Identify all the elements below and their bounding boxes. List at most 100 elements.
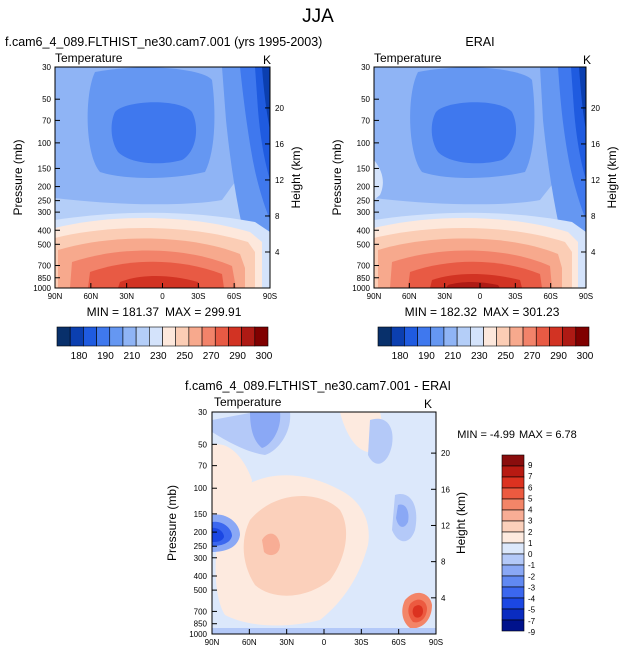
colorbar-swatch <box>501 476 525 489</box>
pressure-tick-label: 30 <box>361 63 370 72</box>
colorbar-swatch <box>188 326 203 347</box>
latitude-tick-label: 60N <box>402 292 417 301</box>
pressure-tick-label: 200 <box>357 183 371 192</box>
pressure-tick-label: 50 <box>361 95 370 104</box>
pressure-tick-label: 250 <box>194 542 208 551</box>
panel-difference: f.cam6_4_089.FLTHIST_ne30.cam7.001 - ERA… <box>165 379 577 647</box>
colorbar-swatch <box>443 326 458 347</box>
colorbar-label: 5 <box>528 494 533 503</box>
panel-model-variable: Temperature <box>55 51 123 65</box>
pressure-tick-label: 30 <box>42 63 51 72</box>
colorbar-swatch <box>501 520 525 533</box>
contour-band-200 <box>111 102 197 164</box>
colorbar-label: 250 <box>176 351 193 362</box>
colorbar-swatch <box>501 509 525 522</box>
panel-obs-contours <box>374 67 586 288</box>
pressure-tick-label: 200 <box>194 528 208 537</box>
colorbar-label: -1 <box>528 561 536 570</box>
pressure-tick-label: 150 <box>194 510 208 519</box>
panel-model-title: f.cam6_4_089.FLTHIST_ne30.cam7.001 (yrs … <box>5 35 322 49</box>
panel-obs-max: MAX = 301.23 <box>483 305 560 319</box>
height-tick-label: 16 <box>441 485 450 494</box>
panel-obs-variable: Temperature <box>374 51 442 65</box>
panel-difference-colorbar: 9 7 6 5 4 3 2 1 0 -1 -2 -3 -4 -5 -7 -9 <box>501 454 536 637</box>
panel-difference-units: K <box>424 397 432 411</box>
colorbar-swatch <box>390 326 405 347</box>
pressure-tick-label: 70 <box>198 462 207 471</box>
latitude-tick-label: 0 <box>160 292 165 301</box>
latitude-tick-label: 90S <box>579 292 593 301</box>
pressure-tick-label: 300 <box>194 554 208 563</box>
diff-band-neg2-upper-right <box>368 418 393 464</box>
panel-difference-variable: Temperature <box>214 395 282 409</box>
height-tick-label: 8 <box>441 558 446 567</box>
height-tick-label: 4 <box>275 248 280 257</box>
colorbar-swatch <box>83 326 97 347</box>
pressure-tick-label: 200 <box>38 183 52 192</box>
colorbar-swatch <box>562 326 577 347</box>
latitude-tick-label: 90N <box>48 292 63 301</box>
pressure-tick-label: 850 <box>38 274 52 283</box>
height-tick-label: 8 <box>591 212 596 221</box>
diff-band-2 <box>262 533 280 556</box>
height-tick-label: 12 <box>275 176 284 185</box>
colorbar-swatch <box>501 542 525 555</box>
panel-model-contours <box>55 67 270 288</box>
colorbar-label: -5 <box>528 606 536 615</box>
colorbar-swatch <box>404 326 418 347</box>
height-axis-label: Height (km) <box>605 146 619 208</box>
colorbar-label: -7 <box>528 617 536 626</box>
pressure-tick-label: 250 <box>38 197 52 206</box>
height-tick-label: 4 <box>441 594 446 603</box>
colorbar-swatch <box>135 326 150 347</box>
height-tick-label: 12 <box>441 521 450 530</box>
colorbar-label: 190 <box>418 351 435 362</box>
latitude-tick-label: 90S <box>429 638 443 647</box>
latitude-tick-label: 30N <box>279 638 294 647</box>
pressure-tick-label: 500 <box>194 586 208 595</box>
colorbar-swatch <box>501 564 525 577</box>
height-tick-label: 20 <box>275 104 284 113</box>
panel-difference-title: f.cam6_4_089.FLTHIST_ne30.cam7.001 - ERA… <box>185 379 451 393</box>
contour-band-240-edge <box>374 160 383 200</box>
colorbar-label: 3 <box>528 517 533 526</box>
latitude-tick-label: 60S <box>227 292 241 301</box>
panel-obs-min: MIN = 182.32 <box>405 305 478 319</box>
pressure-tick-label: 50 <box>198 440 207 449</box>
pressure-tick-label: 850 <box>194 620 208 629</box>
pressure-tick-label: 850 <box>357 274 371 283</box>
latitude-tick-label: 30N <box>437 292 452 301</box>
colorbar-swatch <box>501 465 525 478</box>
pressure-tick-label: 70 <box>361 116 370 125</box>
colorbar-swatch <box>456 326 471 347</box>
colorbar-label: 210 <box>445 351 462 362</box>
colorbar-swatch <box>254 326 269 347</box>
latitude-tick-label: 90S <box>263 292 277 301</box>
pressure-tick-label: 400 <box>194 572 208 581</box>
colorbar-swatch <box>535 326 550 347</box>
pressure-tick-label: 500 <box>38 240 52 249</box>
colorbar-label: 210 <box>124 351 141 362</box>
height-tick-label: 20 <box>441 449 450 458</box>
pressure-tick-label: 400 <box>38 226 52 235</box>
colorbar-swatch <box>501 498 525 511</box>
colorbar-label: 290 <box>229 351 246 362</box>
latitude-tick-label: 0 <box>478 292 483 301</box>
colorbar-label: 9 <box>528 461 533 470</box>
colorbar-swatch <box>122 326 137 347</box>
colorbar-swatch <box>501 575 525 588</box>
pressure-tick-label: 250 <box>357 197 371 206</box>
height-tick-label: 16 <box>275 140 284 149</box>
colorbar-label: 300 <box>577 351 594 362</box>
panel-obs-title: ERAI <box>465 35 494 49</box>
height-tick-label: 20 <box>591 104 600 113</box>
colorbar-label: 290 <box>550 351 567 362</box>
contour-band-295 <box>118 276 200 288</box>
colorbar-swatch <box>96 326 111 347</box>
colorbar-swatch <box>214 326 229 347</box>
panel-model-max: MAX = 299.91 <box>165 305 242 319</box>
colorbar-label: 2 <box>528 528 533 537</box>
